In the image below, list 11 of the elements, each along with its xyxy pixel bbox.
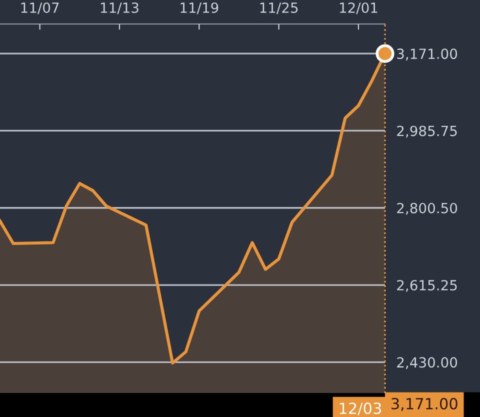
x-tick-label: 11/07	[21, 2, 59, 14]
x-tick-label: 11/13	[100, 2, 138, 14]
y-tick-label: 2,800.50	[397, 202, 458, 215]
ref-line-label: 12/03	[340, 402, 381, 416]
y-tick-label: 2,615.25	[397, 280, 457, 292]
x-tick-label: 11/25	[260, 2, 298, 14]
x-tick-label: 12/01	[340, 2, 378, 14]
y-tick-label: 2,430.00	[397, 357, 458, 370]
y-tick-label: 3,171.00	[397, 48, 458, 60]
y-tick-label: 2,985.75	[397, 126, 457, 138]
x-tick-label: 11/19	[180, 2, 218, 14]
